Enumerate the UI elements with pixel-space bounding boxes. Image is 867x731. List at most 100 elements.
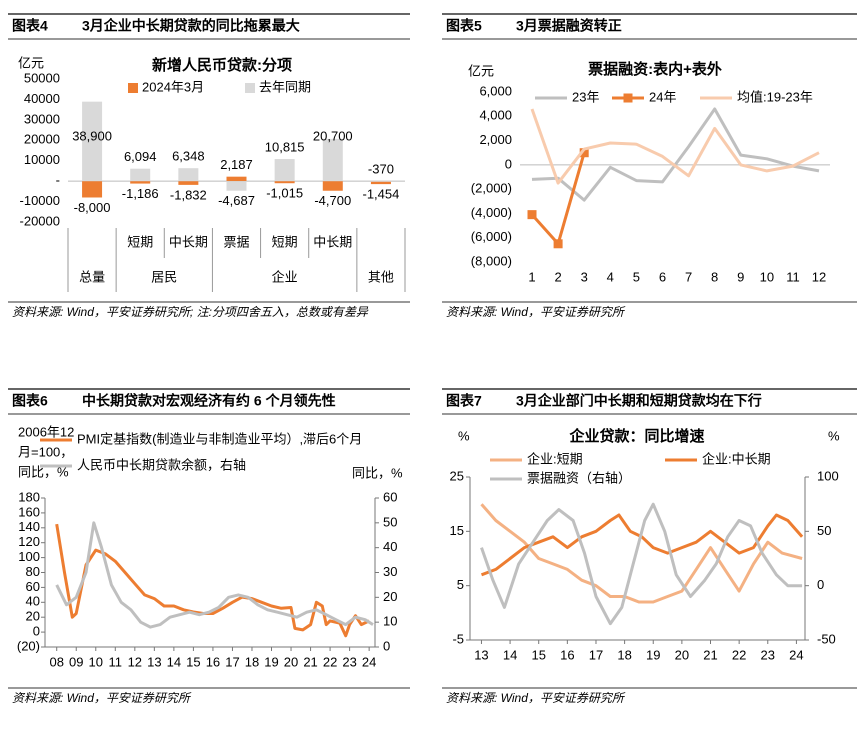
x-tick-label: 中长期 bbox=[169, 234, 208, 249]
y2-axis-unit: 同比，% bbox=[352, 465, 403, 480]
legend-label: 去年同期 bbox=[259, 79, 311, 94]
data-label: 2,187 bbox=[220, 157, 253, 172]
y-axis-label: 同比，% bbox=[18, 464, 69, 479]
legend-label: 24年 bbox=[649, 89, 676, 104]
x-tick-label: 22 bbox=[323, 654, 337, 669]
bar bbox=[130, 168, 151, 182]
legend-label: 23年 bbox=[572, 89, 599, 104]
legend-label: 企业:短期 bbox=[527, 451, 583, 466]
data-line bbox=[480, 502, 803, 626]
source-note: 资料来源: Wind，平安证券研究所 bbox=[12, 691, 192, 705]
data-label: -1,186 bbox=[122, 186, 159, 201]
x-tick-label: 14 bbox=[503, 647, 517, 662]
x-tick-label: 14 bbox=[167, 654, 181, 669]
x-tick-label: 18 bbox=[245, 654, 259, 669]
figure-caption: 3月企业中长期贷款的同比拖累最大 bbox=[82, 18, 300, 34]
y-tick-label: -5 bbox=[452, 631, 464, 646]
y-tick-label: 0 bbox=[33, 624, 40, 639]
y2-tick-label: 60 bbox=[383, 489, 397, 504]
legend-label: 票据融资（右轴） bbox=[527, 470, 631, 485]
y-tick-label: 60 bbox=[26, 579, 40, 594]
data-label: 6,348 bbox=[172, 149, 205, 164]
legend-label: 人民币中长期贷款余额，右轴 bbox=[77, 457, 246, 472]
chart-title: 企业贷款：同比增速 bbox=[568, 427, 704, 445]
x-tick-label: 10 bbox=[89, 654, 103, 669]
x-tick-label: 13 bbox=[474, 647, 488, 662]
x-tick-label: 21 bbox=[303, 654, 317, 669]
y2-tick-label: 10 bbox=[383, 614, 397, 629]
group-label: 企业 bbox=[272, 269, 298, 284]
bar bbox=[82, 101, 103, 182]
bar bbox=[322, 181, 343, 191]
y2-tick-label: -50 bbox=[817, 631, 836, 646]
x-tick-label: 12 bbox=[812, 269, 826, 284]
x-tick-label: 19 bbox=[264, 654, 278, 669]
x-tick-label: 22 bbox=[732, 647, 746, 662]
x-tick-label: 16 bbox=[560, 647, 574, 662]
y-axis-unit: % bbox=[458, 428, 470, 443]
y-tick-label: (2,000) bbox=[471, 181, 512, 196]
source-note: 资料来源: Wind，平安证券研究所; 注:分项四舍五入，总数或有差异 bbox=[12, 305, 369, 319]
bar bbox=[274, 181, 295, 184]
x-tick-label: 17 bbox=[589, 647, 603, 662]
x-tick-label: 15 bbox=[186, 654, 200, 669]
y-tick-label: (8,000) bbox=[471, 253, 512, 268]
data-line bbox=[55, 521, 374, 629]
y-tick-label: 140 bbox=[18, 519, 40, 534]
data-label: 10,815 bbox=[265, 139, 305, 154]
y-tick-label: 20000 bbox=[24, 132, 60, 147]
data-point bbox=[579, 148, 589, 158]
chart-title: 新增人民币贷款:分项 bbox=[152, 56, 292, 74]
source-note: 资料来源: Wind，平安证券研究所 bbox=[446, 305, 626, 319]
bar bbox=[274, 159, 295, 182]
x-tick-label: 12 bbox=[128, 654, 142, 669]
bar bbox=[178, 181, 199, 185]
y-axis-unit: 亿元 bbox=[18, 55, 44, 70]
x-tick-label: 08 bbox=[49, 654, 63, 669]
y-tick-label: - bbox=[56, 173, 60, 188]
data-label: -1,832 bbox=[170, 187, 207, 202]
x-tick-label: 10 bbox=[760, 269, 774, 284]
figure-label: 图表4 bbox=[12, 18, 48, 34]
x-tick-label: 中长期 bbox=[313, 234, 352, 249]
x-tick-label: 11 bbox=[109, 654, 123, 669]
y-tick-label: -10000 bbox=[20, 193, 60, 208]
group-label: 总量 bbox=[79, 269, 105, 284]
y-axis-label: 月=100， bbox=[18, 444, 73, 459]
y-tick-label: 10000 bbox=[24, 152, 60, 167]
figure-label: 图表7 bbox=[446, 393, 482, 409]
figure-label: 图表6 bbox=[12, 393, 48, 409]
y-tick-label: 4,000 bbox=[479, 108, 512, 123]
x-tick-label: 18 bbox=[617, 647, 631, 662]
x-tick-label: 24 bbox=[362, 654, 376, 669]
y2-axis-unit: % bbox=[828, 428, 840, 443]
y-tick-label: 40000 bbox=[24, 91, 60, 106]
x-tick-label: 2 bbox=[554, 269, 561, 284]
x-tick-label: 票据 bbox=[223, 234, 249, 249]
bar bbox=[370, 181, 391, 182]
y-tick-label: 180 bbox=[18, 489, 40, 504]
y2-tick-label: 0 bbox=[817, 577, 824, 592]
x-tick-label: 15 bbox=[531, 647, 545, 662]
data-point bbox=[527, 210, 537, 220]
x-tick-label: 11 bbox=[786, 269, 800, 284]
x-tick-label: 5 bbox=[633, 269, 640, 284]
x-tick-label: 13 bbox=[147, 654, 161, 669]
y-tick-label: 40 bbox=[26, 594, 40, 609]
data-line bbox=[530, 152, 586, 246]
source-note: 资料来源: Wind，平安证券研究所 bbox=[446, 691, 626, 705]
data-label: 20,700 bbox=[313, 128, 353, 143]
bar bbox=[226, 181, 247, 191]
x-tick-label: 19 bbox=[646, 647, 660, 662]
x-tick-label: 16 bbox=[206, 654, 220, 669]
legend-swatch bbox=[245, 83, 255, 93]
y-tick-label: 0 bbox=[505, 156, 512, 171]
figure-caption: 3月企业部门中长期和短期贷款均在下行 bbox=[516, 393, 762, 409]
data-line bbox=[55, 523, 370, 638]
figure-label: 图表5 bbox=[446, 18, 482, 34]
y-tick-label: 6,000 bbox=[479, 83, 512, 98]
y2-tick-label: 100 bbox=[817, 468, 839, 483]
x-tick-label: 1 bbox=[528, 269, 535, 284]
x-tick-label: 21 bbox=[703, 647, 717, 662]
